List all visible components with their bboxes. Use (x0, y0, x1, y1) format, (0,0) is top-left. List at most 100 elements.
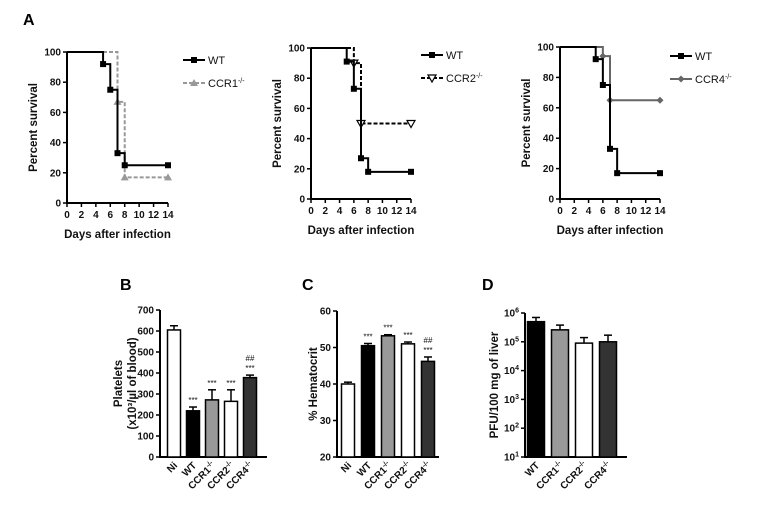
y-tick-label: 20 (50, 168, 62, 179)
x-tick-label: 8 (614, 206, 620, 217)
x-tick-label: 10 (134, 210, 146, 221)
survival-line (67, 51, 168, 179)
x-tick-label: 6 (351, 206, 357, 217)
y-axis-label: Percent survival (272, 79, 284, 168)
marker-diamond (677, 75, 685, 83)
legend-label: WT (208, 55, 225, 67)
y-tick-label: 102 (504, 423, 519, 435)
x-tick-label: 0 (557, 206, 563, 217)
y-tick-label: 0 (148, 453, 154, 464)
y-tick-label: 60 (294, 104, 306, 115)
significance-mark: *** (226, 379, 235, 388)
bar-wt (185, 410, 201, 458)
x-axis-label: Days after infection (64, 229, 171, 241)
bar-chart-b: 0 100 200 300 400 500 600 700 Platelets (x10³/µl … (113, 306, 267, 492)
bar-ccr2 (574, 342, 594, 458)
bar-ccr1 (380, 335, 396, 458)
significance-mark: *** (403, 331, 412, 340)
x-tick-label: 2 (323, 206, 329, 217)
superscript: -/- (224, 459, 234, 469)
superscript: -/- (381, 459, 391, 469)
x-tick-label: 12 (148, 210, 160, 221)
superscript: -/- (238, 78, 245, 85)
series-wt: WT (560, 46, 712, 177)
x-tick-label: 6 (108, 210, 114, 221)
legend-label: CCR4-/- (695, 74, 732, 86)
bar-ccr4 (598, 341, 618, 458)
superscript: -/- (476, 73, 483, 80)
y-tick-label: 200 (137, 411, 154, 422)
marker-square (614, 170, 621, 177)
x-tick-label: 0 (308, 206, 314, 217)
marker-square (343, 58, 350, 65)
bar-ccr1 (550, 329, 570, 458)
x-tick-label: 10 (626, 206, 638, 217)
marker-diamond (599, 52, 607, 60)
x-tick-label: 2 (572, 206, 578, 217)
bar-ccr4 (242, 376, 258, 458)
marker-square (100, 61, 107, 68)
y-axis-label: PFU/100 mg of liver (489, 331, 501, 438)
y-tick-label: 20 (320, 453, 332, 464)
y-tick-label: 105 (504, 336, 519, 348)
superscript: -/- (243, 459, 253, 469)
y-axis-label: Percent survival (28, 83, 40, 172)
bar-ccr1 (204, 399, 220, 458)
y-tick-label: 104 (504, 365, 519, 377)
superscript: -/- (601, 459, 611, 469)
bar-wt (360, 344, 376, 458)
y-axis-label: Platelets (113, 360, 125, 407)
y-tick-label: 0 (548, 195, 554, 206)
x-tick-label: 12 (640, 206, 652, 217)
y-tick-label: 100 (537, 43, 554, 54)
y-tick-label: 0 (299, 195, 305, 206)
x-tick-label: 14 (162, 210, 174, 221)
y-tick-label: 60 (50, 108, 62, 119)
superscript: 3 (515, 394, 519, 401)
x-tick-label: 2 (79, 210, 85, 221)
y-tick-label: 20 (543, 164, 555, 175)
y-tick-label: 60 (320, 307, 332, 318)
x-category-label: CCR4-/- (582, 459, 615, 492)
marker-square (408, 168, 414, 175)
marker-square (678, 53, 684, 59)
x-tick-label: 8 (365, 206, 371, 217)
marker-square (429, 52, 435, 58)
legend-label: CCR2-/- (446, 73, 483, 85)
y-tick-label: 60 (543, 103, 555, 114)
x-tick-label: 4 (337, 206, 343, 217)
significance-mark: *** (188, 396, 197, 405)
x-category-label: Ni (165, 460, 180, 475)
y-tick-label: 80 (50, 78, 62, 89)
y-tick-label: 100 (44, 48, 61, 59)
survival-line (311, 47, 411, 173)
significance-mark: *** (245, 364, 254, 373)
y-tick-label: 50 (320, 343, 332, 354)
superscript: 2 (515, 423, 519, 430)
legend-label: WT (695, 51, 712, 63)
y-axis-label: (x10³/µl of blood) (127, 337, 139, 429)
bar-ni (166, 329, 182, 458)
marker-square (358, 155, 364, 162)
marker-square (107, 86, 114, 93)
y-tick-label: 600 (137, 327, 154, 338)
y-tick-label: 80 (294, 74, 306, 85)
y-tick-label: 40 (50, 138, 62, 149)
marker-square (657, 170, 663, 177)
marker-square (165, 162, 171, 169)
x-tick-label: 4 (93, 210, 99, 221)
x-tick-label: 10 (377, 206, 389, 217)
series-ccr1: CCR1-/- (67, 51, 245, 181)
y-tick-label: 40 (294, 134, 306, 145)
superscript: -/- (577, 459, 587, 469)
marker-triangle (190, 79, 198, 86)
y-axis-label: % Hematocrit (308, 347, 320, 421)
marker-square (365, 168, 372, 175)
marker-square (121, 162, 128, 169)
x-tick-label: 14 (405, 206, 417, 217)
marker-triangle-down (405, 119, 417, 129)
panel-label-b: B (120, 277, 132, 294)
x-tick-label: 6 (600, 206, 606, 217)
